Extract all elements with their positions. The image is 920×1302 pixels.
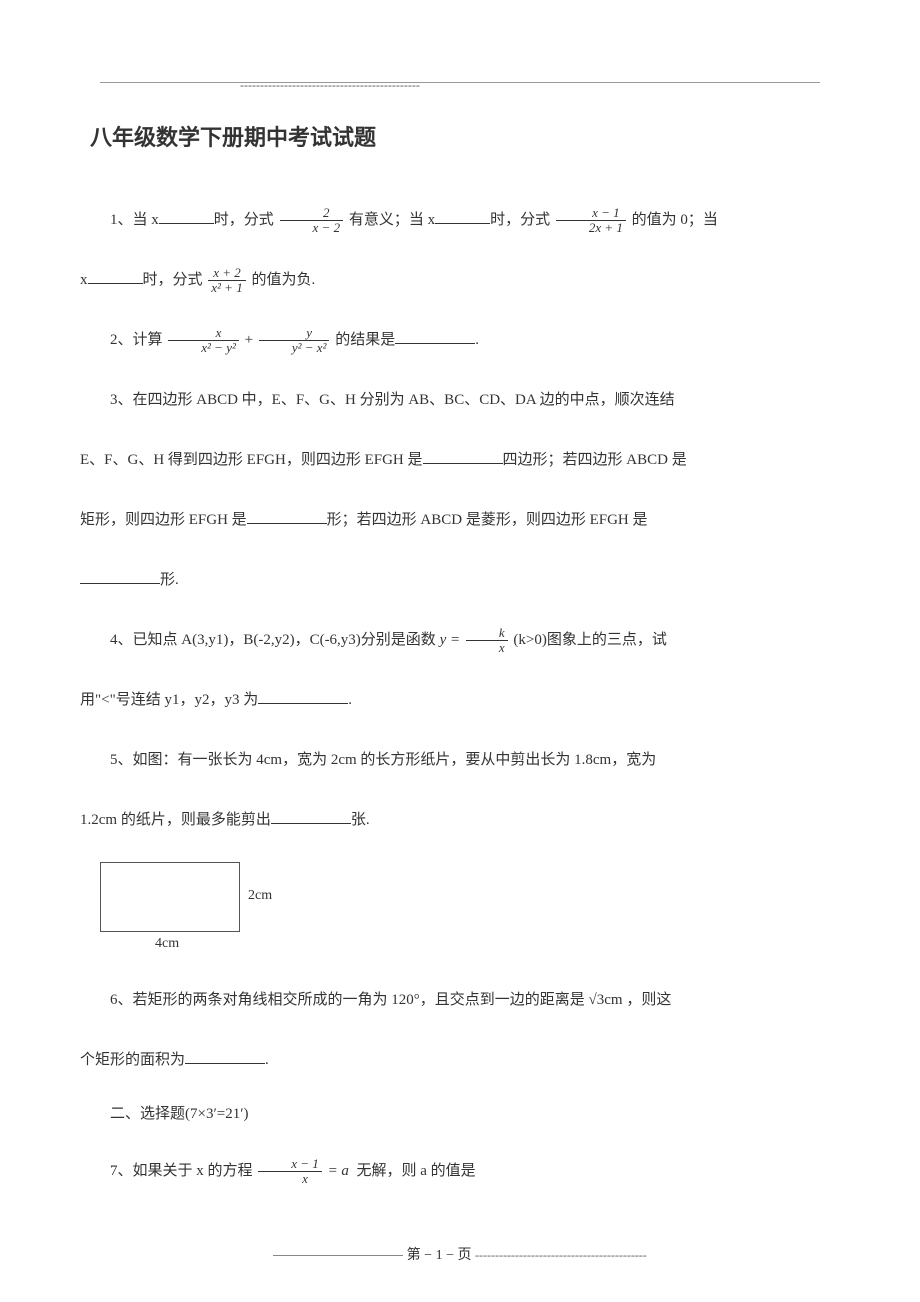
blank <box>423 449 503 464</box>
q7-text: 7、如果关于 x 的方程 <box>110 1163 253 1179</box>
fraction: x + 2x² + 1 <box>208 266 245 296</box>
q1-text: 时，分式 <box>490 212 550 228</box>
q1-text: 的值为 0；当 <box>632 212 718 228</box>
rectangle-figure: 2cm 4cm <box>100 862 320 952</box>
fraction: kx <box>466 626 508 656</box>
denominator: x² − y² <box>168 340 239 355</box>
q5-text: 1.2cm 的纸片，则最多能剪出 <box>80 812 271 828</box>
question-6-cont: 个矩形的面积为. <box>80 1042 840 1078</box>
footer-page-number: 第 − 1 − 页 <box>407 1248 472 1263</box>
q6-text: ，则这 <box>626 992 671 1008</box>
blank <box>88 269 143 284</box>
q4-text: 用"<"号连结 y1，y2，y3 为 <box>80 692 258 708</box>
q3-text: 3、在四边形 ABCD 中，E、F、G、H 分别为 AB、BC、CD、DA 边的… <box>110 392 675 408</box>
q1-text: 时，分式 <box>214 212 274 228</box>
denominator: 2x + 1 <box>556 220 626 235</box>
numerator: x − 1 <box>258 1157 322 1171</box>
question-5-cont: 1.2cm 的纸片，则最多能剪出 张. <box>80 802 840 838</box>
period: . <box>348 692 352 708</box>
denominator: x² + 1 <box>208 280 245 295</box>
q3-text: 四边形；若四边形 ABCD 是 <box>503 452 687 468</box>
question-4-cont: 用"<"号连结 y1，y2，y3 为. <box>80 682 840 718</box>
footer-dashes: ----------------------------------------… <box>475 1248 647 1262</box>
question-5: 5、如图：有一张长为 4cm，宽为 2cm 的长方形纸片，要从中剪出长为 1.8… <box>80 742 840 778</box>
question-3: 3、在四边形 ABCD 中，E、F、G、H 分别为 AB、BC、CD、DA 边的… <box>80 382 840 418</box>
question-4: 4、已知点 A(3,y1)，B(-2,y2)，C(-6,y3)分别是函数 y =… <box>80 622 840 658</box>
denominator: x <box>258 1171 322 1186</box>
blank <box>185 1049 265 1064</box>
q2-text: 的结果是 <box>335 332 395 348</box>
q3-text: 形；若四边形 ABCD 是菱形，则四边形 EFGH 是 <box>327 512 648 528</box>
question-7: 7、如果关于 x 的方程 x − 1x = a 无解，则 a 的值是 <box>80 1153 840 1189</box>
blank <box>435 209 490 224</box>
footer-rule-left <box>273 1255 403 1256</box>
sqrt-expression: √3 <box>589 992 605 1008</box>
q1-text: x <box>80 272 88 288</box>
section-2-header: 二、选择题(7×3′=21′) <box>80 1102 840 1123</box>
fraction: xx² − y² <box>168 326 239 356</box>
numerator: k <box>466 626 508 640</box>
q6-text: 个矩形的面积为 <box>80 1052 185 1068</box>
question-3-cont: E、F、G、H 得到四边形 EFGH，则四边形 EFGH 是 四边形；若四边形 A… <box>80 442 840 478</box>
question-6: 6、若矩形的两条对角线相交所成的一角为 120°，且交点到一边的距离是 √3cm… <box>80 982 840 1018</box>
q4-text: (k>0)图象上的三点，试 <box>513 632 666 648</box>
q1-text: 的值为负. <box>251 272 315 288</box>
page-footer: 第 − 1 − 页 ------------------------------… <box>100 1244 820 1264</box>
period: . <box>475 332 479 348</box>
numerator: x − 1 <box>556 206 626 220</box>
q4-text: 4、已知点 A(3,y1)，B(-2,y2)，C(-6,y3)分别是函数 <box>110 632 436 648</box>
denominator: x − 2 <box>280 220 344 235</box>
q2-text: 2、计算 <box>110 332 163 348</box>
blank <box>258 689 348 704</box>
equation: y = <box>440 632 461 648</box>
q1-text: 有意义；当 x <box>349 212 435 228</box>
question-1: 1、当 x 时，分式 2x − 2 有意义；当 x 时，分式 x − 12x + 1… <box>80 202 840 238</box>
q3-text: 矩形，则四边形 EFGH 是 <box>80 512 247 528</box>
q6-text: 6、若矩形的两条对角线相交所成的一角为 120°，且交点到一边的距离是 <box>110 992 585 1008</box>
top-dashes: ----------------------------------------… <box>240 78 420 93</box>
q3-text: 形. <box>160 572 179 588</box>
denominator: y² − x² <box>259 340 330 355</box>
rectangle-box <box>100 862 240 932</box>
fraction: yy² − x² <box>259 326 330 356</box>
equals-a: = a <box>328 1163 349 1179</box>
rect-width-label: 4cm <box>155 936 179 952</box>
question-1-cont: x 时，分式 x + 2x² + 1 的值为负. <box>80 262 840 298</box>
blank <box>271 809 351 824</box>
blank <box>247 509 327 524</box>
page-title: 八年级数学下册期中考试试题 <box>90 120 840 152</box>
fraction: x − 1x <box>258 1157 322 1187</box>
denominator: x <box>466 640 508 655</box>
q1-text: 时，分式 <box>143 272 203 288</box>
question-3-cont3: 形. <box>80 562 840 598</box>
numerator: 2 <box>280 206 344 220</box>
blank <box>395 329 475 344</box>
q5-text: 张. <box>351 812 370 828</box>
rect-height-label: 2cm <box>248 888 272 904</box>
period: . <box>265 1052 269 1068</box>
blank <box>159 209 214 224</box>
question-2: 2、计算 xx² − y² + yy² − x² 的结果是. <box>80 322 840 358</box>
q7-text: 无解，则 a 的值是 <box>356 1163 475 1179</box>
top-horizontal-rule <box>100 82 820 83</box>
q5-text: 5、如图：有一张长为 4cm，宽为 2cm 的长方形纸片，要从中剪出长为 1.8… <box>110 752 656 768</box>
numerator: x + 2 <box>208 266 245 280</box>
blank <box>80 569 160 584</box>
numerator: y <box>259 326 330 340</box>
q1-text: 1、当 x <box>110 212 159 228</box>
plus-sign: + <box>245 332 253 348</box>
unit: cm <box>604 992 622 1008</box>
question-3-cont2: 矩形，则四边形 EFGH 是 形；若四边形 ABCD 是菱形，则四边形 EFGH … <box>80 502 840 538</box>
fraction: 2x − 2 <box>280 206 344 236</box>
fraction: x − 12x + 1 <box>556 206 626 236</box>
numerator: x <box>168 326 239 340</box>
q3-text: E、F、G、H 得到四边形 EFGH，则四边形 EFGH 是 <box>80 452 423 468</box>
